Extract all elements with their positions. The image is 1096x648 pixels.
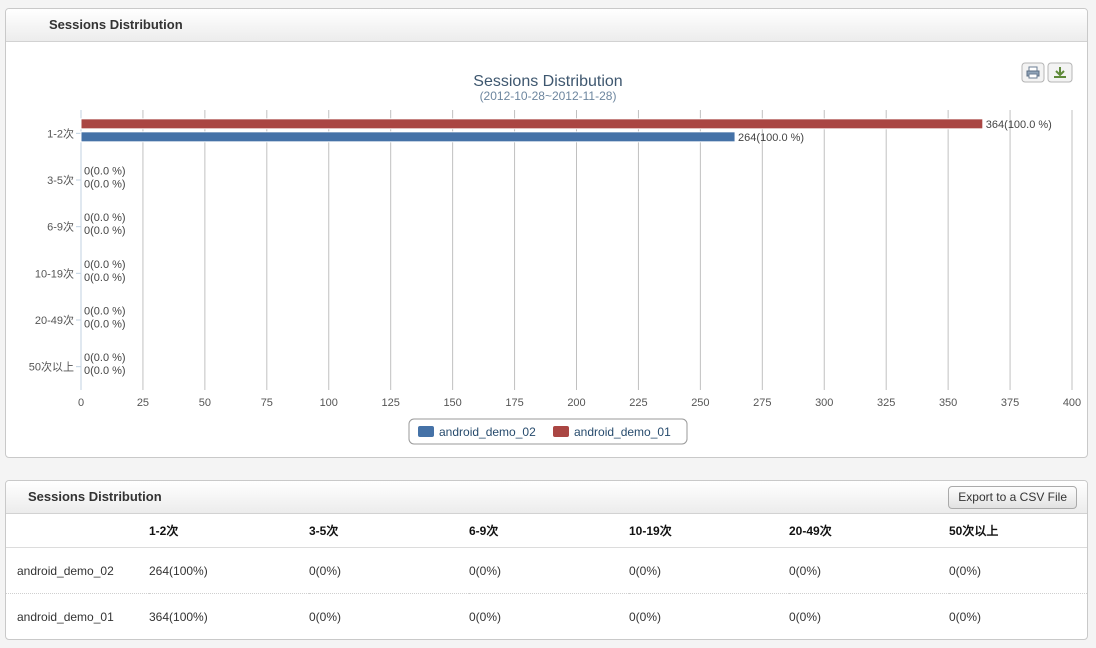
table-cell: 0(0%)	[469, 609, 502, 624]
table-cell: 264(100%)	[149, 547, 309, 594]
table-header-row: 1-2次 3-5次 6-9次 10-19次 20-49次 50次以上	[6, 514, 1087, 548]
legend-label: android_demo_01	[574, 425, 671, 439]
sessions-bar-chart: Sessions Distribution (2012-10-28~2012-1…	[29, 62, 1081, 445]
x-tick-label: 0	[78, 397, 84, 409]
data-label: 0(0.0 %)	[84, 365, 126, 377]
table-row: android_demo_02 264(100%) 0(0%) 0(0%) 0(…	[6, 547, 1087, 594]
column-header: 50次以上	[949, 514, 1087, 548]
column-header: 20-49次	[789, 514, 949, 548]
category-label: 1-2次	[47, 126, 74, 140]
x-tick-label: 125	[382, 397, 400, 409]
category-label: 20-49次	[35, 313, 74, 327]
data-label: 264(100.0 %)	[738, 132, 804, 144]
x-tick-label: 350	[939, 397, 957, 409]
column-header: 10-19次	[629, 514, 789, 548]
table-cell: 0(0%)	[309, 547, 469, 594]
data-label: 0(0.0 %)	[84, 225, 126, 237]
chart-panel: Sessions Distribution Sessions Distribut…	[5, 8, 1088, 458]
legend-swatch	[418, 426, 434, 437]
x-tick-label: 150	[443, 397, 461, 409]
data-label: 364(100.0 %)	[986, 119, 1052, 131]
column-header: 6-9次	[469, 514, 629, 548]
legend-box	[408, 418, 688, 445]
bar-android_demo_01	[80, 118, 984, 130]
x-tick-label: 325	[877, 397, 895, 409]
table-panel: Sessions Distribution Export to a CSV Fi…	[5, 480, 1088, 640]
data-label: 0(0.0 %)	[84, 306, 126, 318]
table-cell: 0(0%)	[629, 609, 662, 624]
table-cell: android_demo_01	[17, 609, 114, 624]
legend-label: android_demo_02	[439, 425, 536, 439]
category-label: 10-19次	[35, 266, 74, 280]
table-cell: 0(0%)	[949, 547, 1087, 594]
table-cell: 0(0%)	[949, 609, 982, 624]
x-tick-label: 250	[691, 397, 709, 409]
data-label: 0(0.0 %)	[84, 212, 126, 224]
chart-title: Sessions Distribution	[473, 73, 622, 90]
x-tick-label: 175	[505, 397, 523, 409]
data-label: 0(0.0 %)	[84, 319, 126, 331]
legend-swatch	[553, 426, 569, 437]
data-label: 0(0.0 %)	[84, 179, 126, 191]
x-tick-label: 100	[320, 397, 338, 409]
table-panel-title: Sessions Distribution	[28, 489, 162, 504]
table-cell: 0(0%)	[469, 547, 629, 594]
data-label: 0(0.0 %)	[84, 272, 126, 284]
column-header	[6, 514, 149, 548]
data-label: 0(0.0 %)	[84, 259, 126, 271]
table-cell: android_demo_02	[6, 547, 149, 594]
category-label: 50次以上	[29, 360, 74, 374]
download-icon[interactable]	[1047, 62, 1073, 83]
x-tick-label: 375	[1001, 397, 1019, 409]
table-cell: 0(0%)	[629, 547, 789, 594]
table-cell: 0(0%)	[789, 547, 949, 594]
column-header: 3-5次	[309, 514, 469, 548]
x-tick-label: 300	[815, 397, 833, 409]
x-tick-label: 200	[567, 397, 585, 409]
data-label: 0(0.0 %)	[84, 166, 126, 178]
category-label: 6-9次	[47, 220, 74, 234]
sessions-table: 1-2次 3-5次 6-9次 10-19次 20-49次 50次以上 andro…	[6, 514, 1087, 639]
table-cell: 0(0%)	[789, 609, 822, 624]
column-header: 1-2次	[149, 514, 309, 548]
x-tick-label: 50	[199, 397, 211, 409]
x-tick-label: 225	[629, 397, 647, 409]
table-cell: 364(100%)	[149, 609, 208, 624]
table-row: android_demo_01 364(100%) 0(0%) 0(0%) 0(…	[6, 594, 1087, 640]
export-csv-button[interactable]: Export to a CSV File	[948, 486, 1077, 509]
table-panel-header: Sessions Distribution Export to a CSV Fi…	[6, 481, 1087, 514]
chart-subtitle: (2012-10-28~2012-11-28)	[480, 89, 617, 103]
data-label: 0(0.0 %)	[84, 352, 126, 364]
x-tick-label: 275	[753, 397, 771, 409]
x-tick-label: 75	[261, 397, 273, 409]
x-tick-label: 400	[1063, 397, 1081, 409]
x-tick-label: 25	[137, 397, 149, 409]
bar-android_demo_02	[80, 131, 736, 143]
print-icon[interactable]	[1021, 62, 1045, 83]
chart-panel-title: Sessions Distribution	[6, 9, 1087, 42]
table-cell: 0(0%)	[309, 609, 342, 624]
category-label: 3-5次	[47, 173, 74, 187]
